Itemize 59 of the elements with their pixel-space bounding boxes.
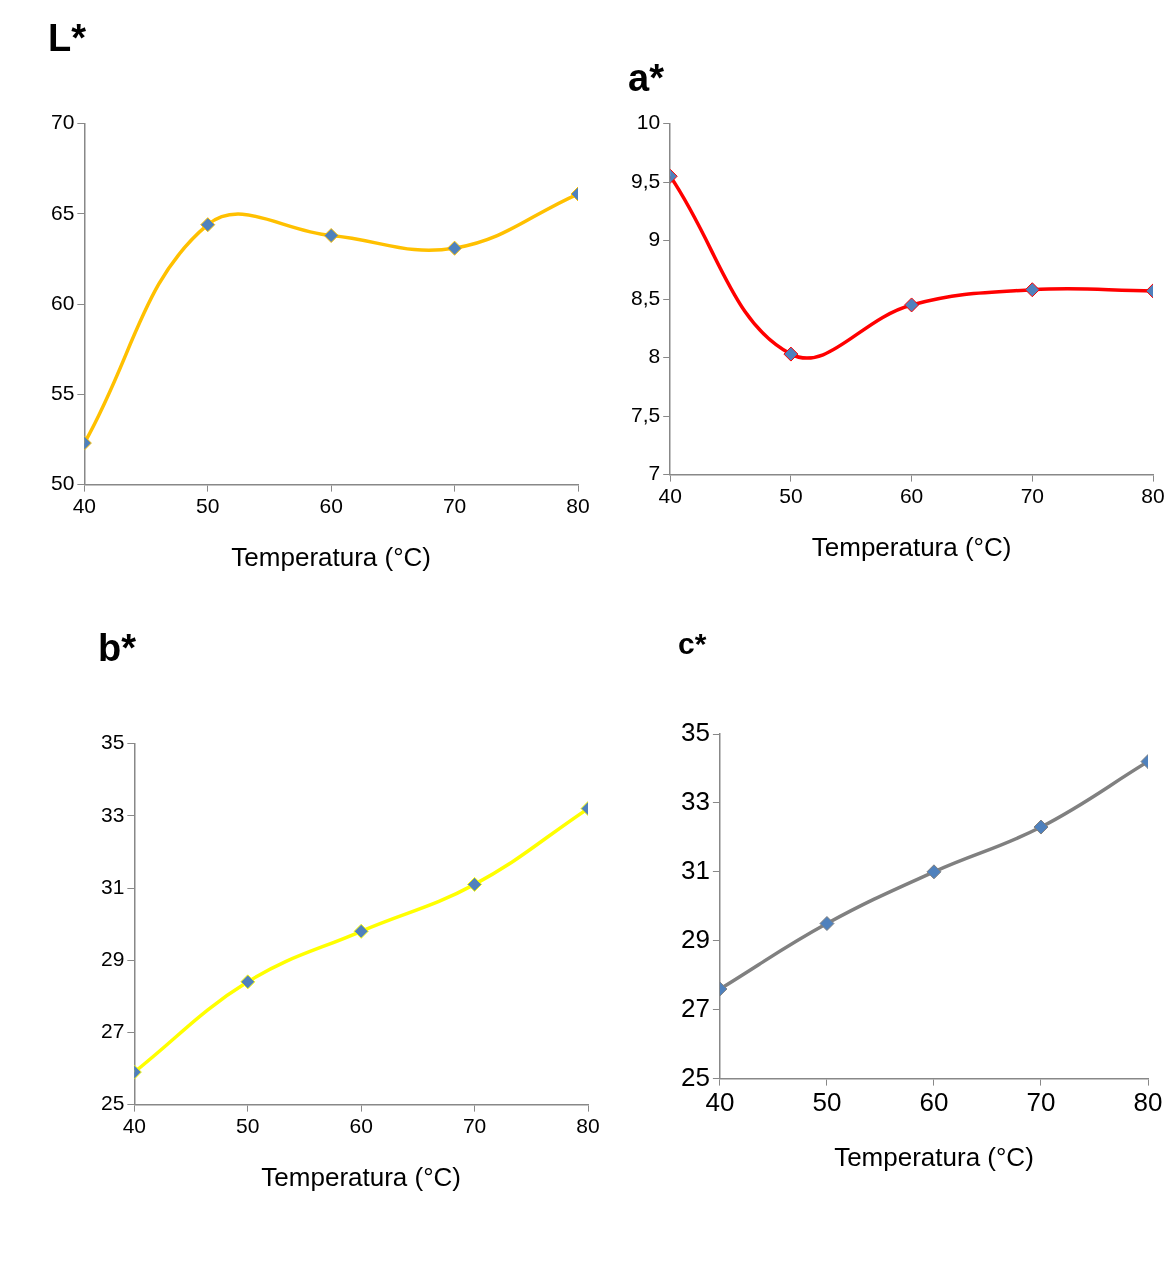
y-tick-label: 9,5 (630, 168, 661, 192)
y-tick-label: 8,5 (630, 285, 661, 309)
x-tick-label: 40 (122, 1114, 147, 1137)
y-tick-label: 8 (648, 344, 661, 368)
x-tick-label: 60 (319, 494, 343, 517)
x-tick-label: 70 (462, 1114, 487, 1137)
y-tick-label: 35 (681, 717, 710, 748)
x-tick-label: 40 (72, 494, 97, 517)
y-tick-label: 33 (101, 802, 125, 826)
x-tick-label: 80 (1141, 484, 1165, 507)
x-tick-label: 40 (658, 484, 682, 507)
point (240, 974, 256, 990)
x-tick-label: 70 (442, 494, 467, 517)
x-axis-title: Temperatura (°C) (261, 1161, 462, 1192)
y-tick-label: 7,5 (630, 402, 661, 426)
y-tick-label: 29 (681, 923, 710, 954)
x-axis-title: Temperatura (°C) (231, 541, 432, 572)
x-tick-label: 70 (1026, 1087, 1056, 1118)
point (200, 217, 216, 233)
x-tick-label: 80 (566, 494, 590, 517)
x-tick-label: 60 (899, 484, 924, 507)
y-tick-label: 9 (648, 227, 661, 251)
y-tick-label: 31 (681, 855, 710, 886)
x-tick-label: 60 (349, 1114, 373, 1137)
y-tick-label: 31 (101, 874, 125, 898)
x-tick-label: 70 (1020, 484, 1044, 507)
chart-title: c* (678, 627, 707, 661)
y-tick-label: 55 (51, 381, 75, 405)
point (353, 923, 369, 939)
chart-title: L* (48, 17, 87, 60)
point (783, 346, 799, 362)
chart-title: a* (628, 57, 665, 100)
point (323, 228, 339, 244)
x-tick-label: 80 (576, 1114, 600, 1137)
y-tick-label: 27 (681, 992, 710, 1023)
y-tick-label: 25 (101, 1091, 125, 1115)
y-tick-label: 60 (51, 290, 75, 314)
y-tick-label: 10 (636, 110, 661, 134)
point (926, 864, 942, 880)
x-axis-title: Temperatura (°C) (811, 531, 1012, 562)
chart-title: b* (98, 627, 137, 670)
y-tick-label: 33 (681, 786, 710, 817)
x-tick-label: 60 (919, 1087, 949, 1118)
x-tick-label: 80 (1133, 1087, 1163, 1118)
y-tick-label: 65 (51, 200, 75, 224)
y-tick-label: 27 (101, 1019, 125, 1043)
x-tick-label: 50 (812, 1087, 842, 1118)
y-tick-label: 70 (51, 110, 75, 134)
x-axis-title: Temperatura (°C) (834, 1141, 1034, 1172)
x-tick-label: 50 (236, 1114, 260, 1137)
x-tick-label: 50 (779, 484, 803, 507)
point (819, 916, 835, 932)
point (904, 297, 920, 313)
y-tick-label: 35 (101, 730, 125, 754)
y-tick-label: 29 (101, 947, 125, 970)
point (1033, 819, 1049, 835)
x-tick-label: 50 (196, 494, 220, 517)
y-tick-label: 7 (648, 461, 661, 485)
point (1024, 282, 1040, 298)
